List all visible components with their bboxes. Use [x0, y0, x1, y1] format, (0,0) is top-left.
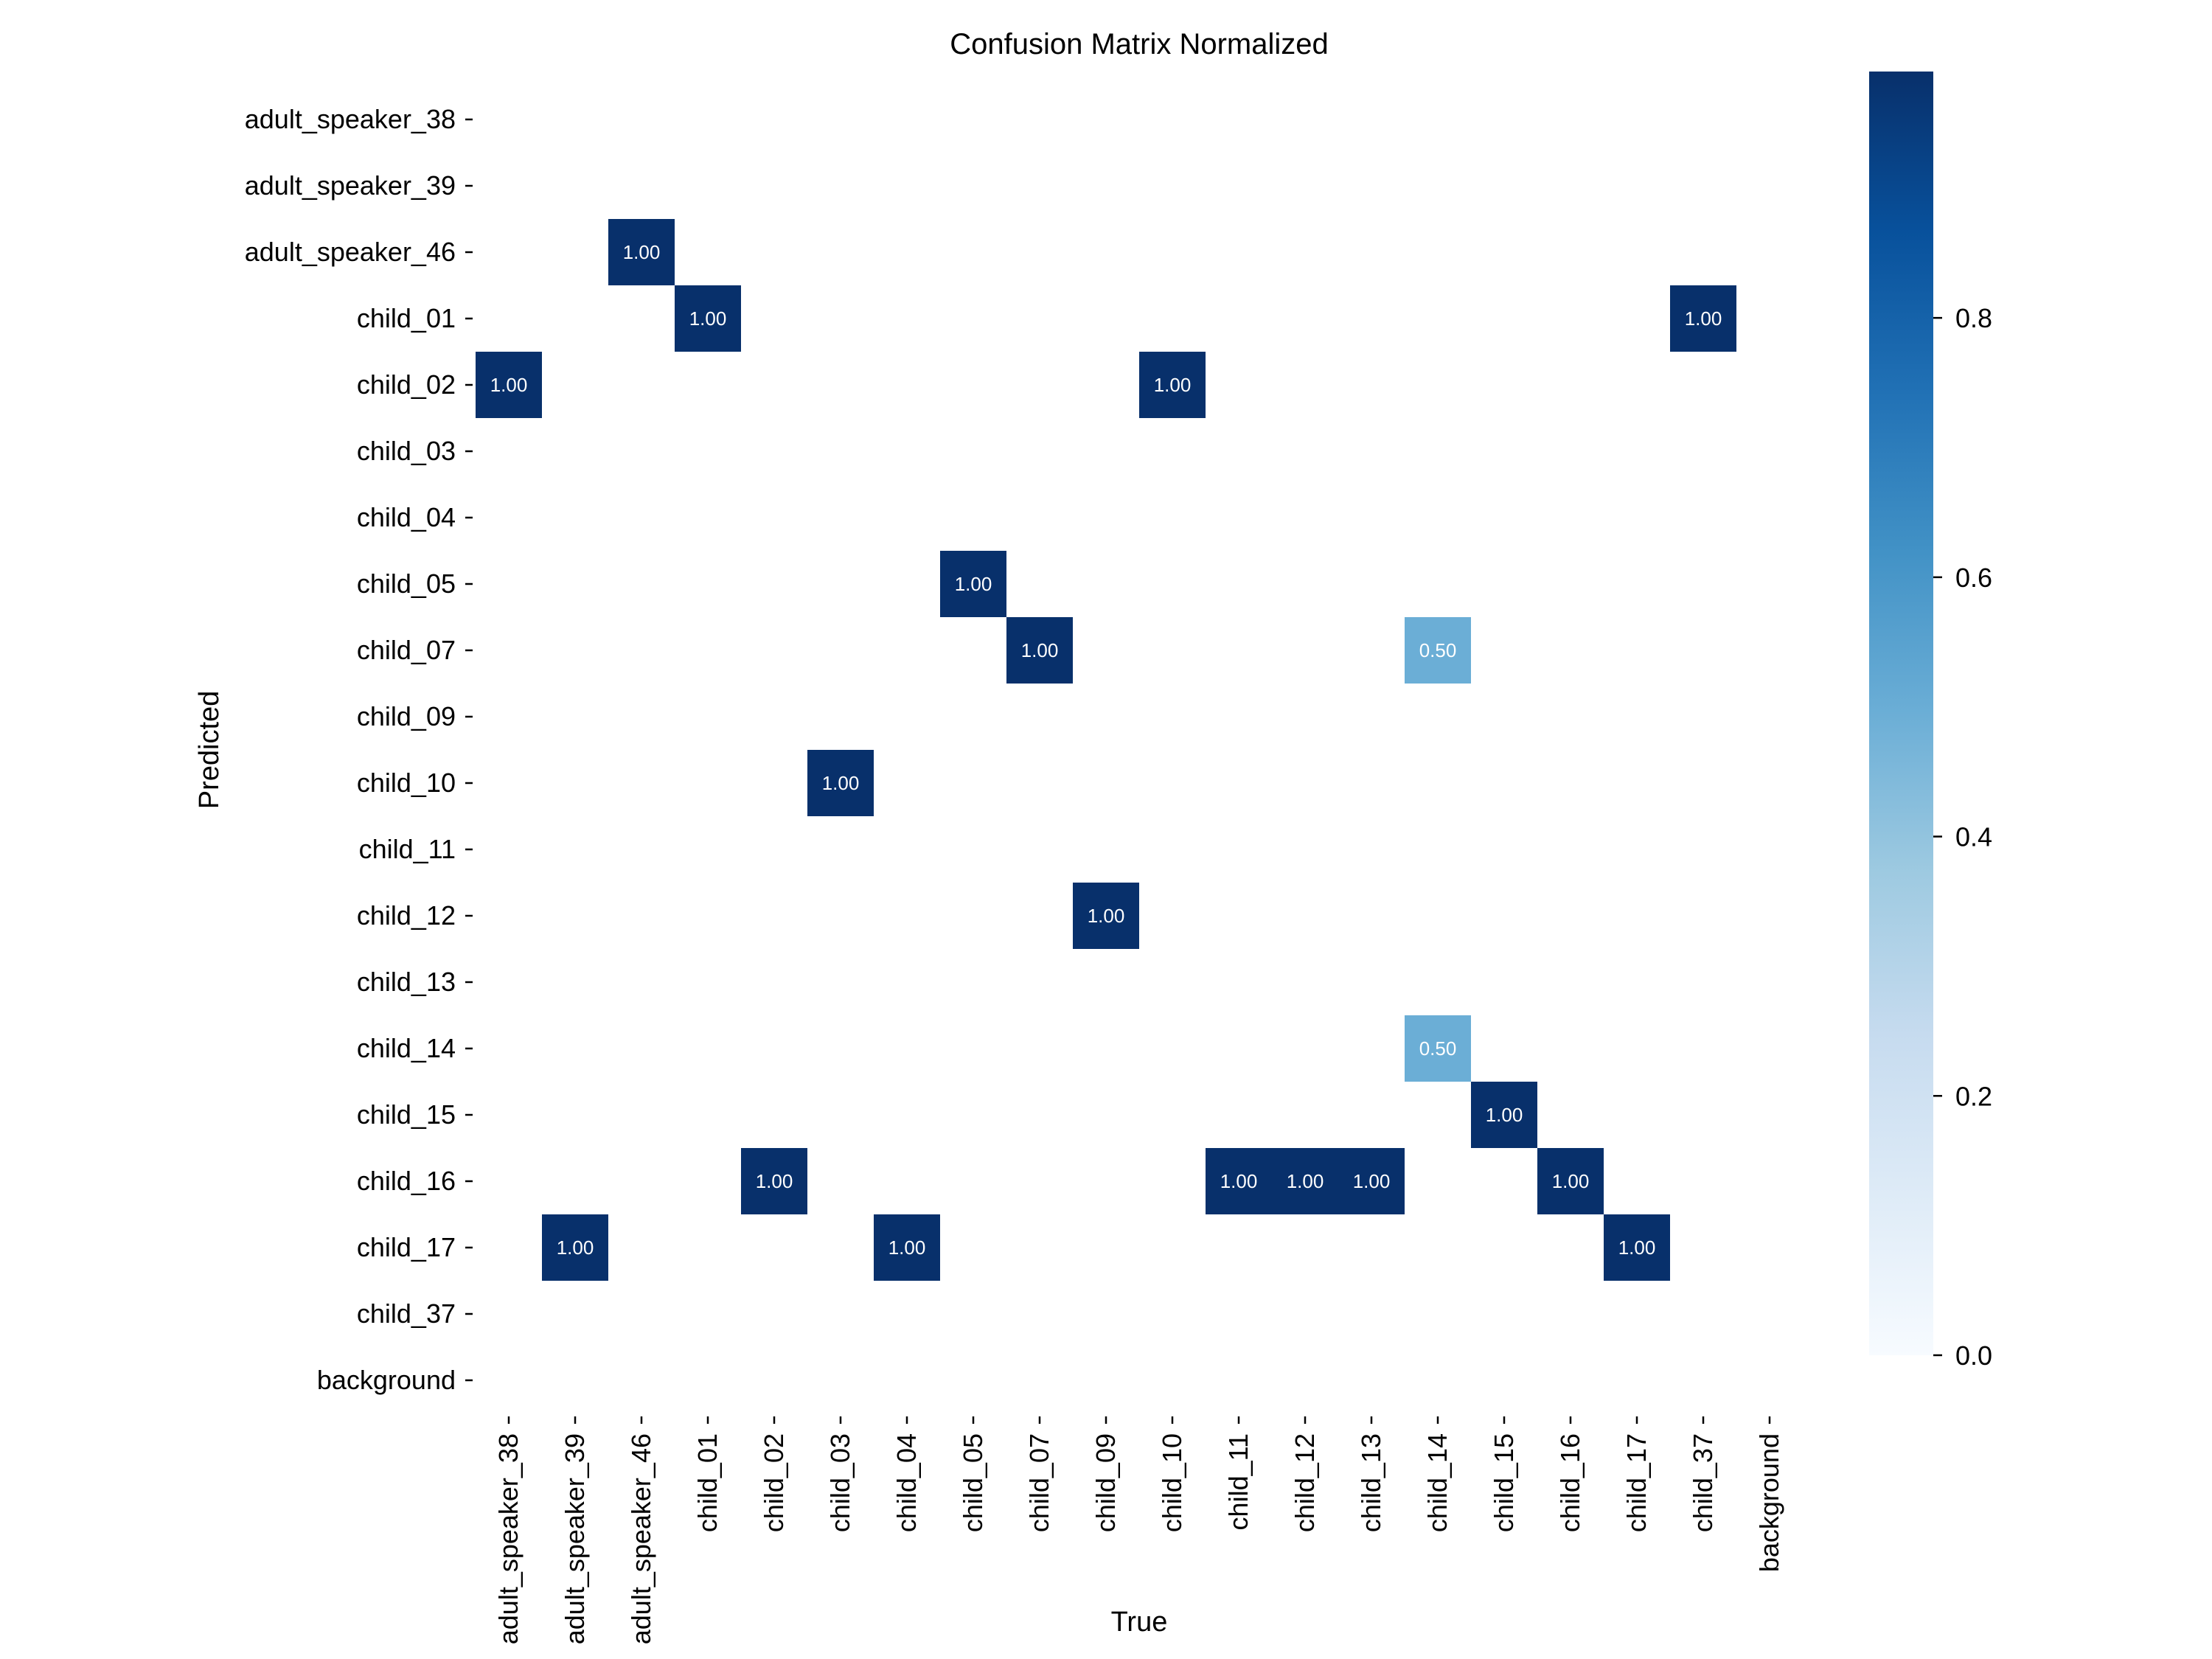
x-tick-label: child_17	[1621, 1433, 1652, 1532]
cell-child-17-vs-child-04	[874, 1214, 940, 1281]
x-tick-label: child_01	[692, 1433, 723, 1532]
cell-child-17-vs-child-04-label: 1.00	[888, 1237, 926, 1259]
y-tick-label: background	[317, 1365, 456, 1395]
y-tick-label: child_37	[357, 1298, 456, 1329]
cell-child-16-vs-child-02-label: 1.00	[756, 1170, 793, 1192]
y-tick-label: child_14	[357, 1033, 456, 1063]
x-tick-label: background	[1754, 1433, 1784, 1572]
y-axis-ticks: adult_speaker_38 adult_speaker_39 adult_sp…	[245, 104, 473, 1395]
x-tick-label: child_02	[759, 1433, 789, 1532]
cell-child-10-vs-child-03	[807, 750, 874, 816]
heatmap-cells: 1.00 1.00 1.00 1.00 1.00 1.00 1.00 0.50 1.00 1.00…	[476, 219, 1736, 1281]
y-tick-label: child_10	[357, 768, 456, 798]
colorbar-tick-label: 0.2	[1955, 1081, 1992, 1111]
x-tick-label: adult_speaker_39	[560, 1433, 590, 1644]
cell-child-14-vs-child-14-label: 0.50	[1419, 1037, 1457, 1060]
x-axis-ticks: adult_speaker_38 adult_speaker_39 adult_sp…	[493, 1416, 1784, 1644]
y-tick-label: adult_speaker_38	[245, 104, 456, 134]
cell-child-15-vs-child-15	[1471, 1082, 1537, 1148]
cell-child-17-vs-child-17-label: 1.00	[1618, 1237, 1656, 1259]
y-tick-label: child_09	[357, 701, 456, 731]
cell-child-17-vs-child-17	[1604, 1214, 1670, 1281]
cell-child-02-vs-adult-speaker-38-label: 1.00	[490, 374, 528, 396]
x-tick-label: child_13	[1356, 1433, 1386, 1532]
cell-child-02-vs-child-10	[1139, 352, 1206, 418]
cell-child-16-vs-child-02	[741, 1148, 807, 1214]
cell-child-14-vs-child-14	[1405, 1015, 1471, 1082]
cell-child-16-vs-child-13-label: 1.00	[1353, 1170, 1391, 1192]
y-tick-label: child_07	[357, 635, 456, 665]
cell-child-07-vs-child-14	[1405, 617, 1471, 684]
x-tick-label: child_11	[1223, 1433, 1253, 1530]
y-tick-label: child_17	[357, 1232, 456, 1262]
cell-child-02-vs-child-10-label: 1.00	[1154, 374, 1192, 396]
cell-child-05-vs-child-05-label: 1.00	[955, 573, 992, 595]
y-tick-label: child_01	[357, 303, 456, 333]
x-tick-label: adult_speaker_38	[493, 1433, 524, 1644]
cell-child-12-vs-child-09	[1073, 883, 1139, 949]
cell-child-01-vs-child-01	[675, 285, 741, 352]
cell-child-16-vs-child-16-label: 1.00	[1552, 1170, 1590, 1192]
cell-child-02-vs-adult-speaker-38	[476, 352, 542, 418]
y-tick-label: adult_speaker_46	[245, 237, 456, 267]
cell-child-01-vs-child-37	[1670, 285, 1736, 352]
x-tick-label: child_04	[891, 1433, 922, 1532]
x-tick-label: child_12	[1290, 1433, 1320, 1532]
x-axis-label: True	[1111, 1607, 1168, 1638]
colorbar: 0.0 0.2 0.4 0.6 0.8	[1869, 72, 1992, 1371]
chart-title: Confusion Matrix Normalized	[950, 28, 1329, 60]
cell-child-10-vs-child-03-label: 1.00	[822, 772, 860, 794]
cell-child-16-vs-child-12-label: 1.00	[1287, 1170, 1324, 1192]
y-tick-label: child_03	[357, 436, 456, 466]
cell-child-16-vs-child-16	[1537, 1148, 1604, 1214]
cell-child-07-vs-child-07	[1006, 617, 1073, 684]
colorbar-gradient	[1869, 72, 1933, 1355]
y-tick-label: adult_speaker_39	[245, 170, 456, 201]
cell-adult-speaker-46-vs-adult-speaker-46-label: 1.00	[623, 241, 661, 263]
x-tick-label: adult_speaker_46	[626, 1433, 656, 1644]
cell-child-16-vs-child-13	[1338, 1148, 1405, 1214]
cell-adult-speaker-46-vs-adult-speaker-46	[608, 219, 675, 285]
x-tick-label: child_05	[958, 1433, 988, 1532]
cell-child-16-vs-child-12	[1272, 1148, 1338, 1214]
cell-child-15-vs-child-15-label: 1.00	[1486, 1104, 1523, 1126]
cell-child-16-vs-child-11	[1206, 1148, 1272, 1214]
cell-child-17-vs-adult-speaker-39-label: 1.00	[557, 1237, 594, 1259]
x-tick-label: child_37	[1688, 1433, 1718, 1532]
y-tick-label: child_11	[359, 834, 456, 864]
y-tick-label: child_05	[357, 568, 456, 599]
x-tick-label: child_07	[1024, 1433, 1054, 1532]
cell-child-16-vs-child-11-label: 1.00	[1220, 1170, 1258, 1192]
x-tick-label: child_15	[1489, 1433, 1519, 1532]
colorbar-tick-label: 0.8	[1955, 303, 1992, 333]
y-axis-label: Predicted	[194, 691, 225, 810]
cell-child-07-vs-child-07-label: 1.00	[1021, 639, 1059, 661]
x-tick-label: child_03	[825, 1433, 855, 1532]
cell-child-17-vs-adult-speaker-39	[542, 1214, 608, 1281]
x-tick-label: child_16	[1555, 1433, 1585, 1532]
y-tick-label: child_12	[357, 900, 456, 931]
x-tick-label: child_09	[1091, 1433, 1121, 1532]
cell-child-12-vs-child-09-label: 1.00	[1088, 905, 1125, 927]
y-tick-label: child_16	[357, 1166, 456, 1196]
cell-child-01-vs-child-01-label: 1.00	[689, 307, 727, 330]
colorbar-tick-label: 0.0	[1955, 1340, 1992, 1371]
y-tick-label: child_15	[357, 1099, 456, 1130]
x-tick-label: child_14	[1422, 1433, 1453, 1532]
x-tick-label: child_10	[1157, 1433, 1187, 1532]
cell-child-07-vs-child-14-label: 0.50	[1419, 639, 1457, 661]
cell-child-01-vs-child-37-label: 1.00	[1685, 307, 1722, 330]
colorbar-tick-label: 0.4	[1955, 822, 1992, 852]
y-tick-label: child_02	[357, 369, 456, 400]
y-tick-label: child_04	[357, 502, 456, 532]
cell-child-05-vs-child-05	[940, 551, 1006, 617]
colorbar-tick-label: 0.6	[1955, 563, 1992, 593]
y-tick-label: child_13	[357, 967, 456, 997]
